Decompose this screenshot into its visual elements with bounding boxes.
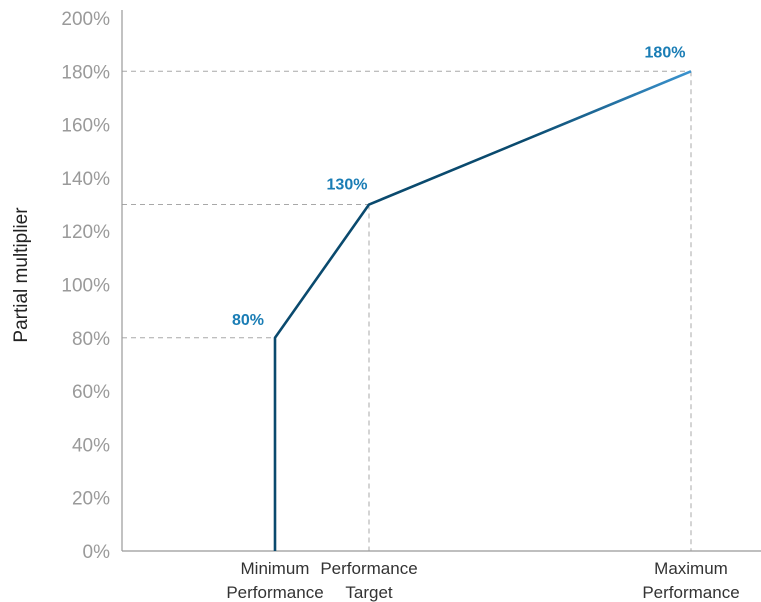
- axes: [121, 10, 761, 552]
- y-tick-label: 160%: [61, 116, 110, 137]
- y-tick-label: 140%: [61, 169, 110, 190]
- data-label: 130%: [327, 177, 368, 194]
- guide-lines: [122, 70, 692, 551]
- x-tick-label: Performance: [226, 583, 323, 602]
- y-tick-label: 60%: [72, 382, 110, 403]
- y-axis-title: Partial multiplier: [11, 207, 32, 343]
- y-tick-label: 180%: [61, 62, 110, 83]
- data-label: 180%: [645, 44, 686, 61]
- x-tick-label: Minimum: [241, 559, 310, 578]
- data-label: 80%: [232, 312, 264, 329]
- x-tick-label: Performance: [642, 583, 739, 602]
- data-labels: 80% 130% 180%: [232, 44, 686, 329]
- series-line: [273, 70, 692, 551]
- x-tick-labels: Minimum Performance Performance Target Maxim…: [226, 559, 739, 602]
- y-tick-label: 120%: [61, 222, 110, 243]
- y-tick-label: 40%: [72, 435, 110, 456]
- y-tick-label: 100%: [61, 276, 110, 297]
- y-tick-labels: 0% 20% 40% 60% 80% 100% 120% 140% 160% 180% 200%: [61, 9, 110, 563]
- y-tick-label: 0%: [83, 542, 111, 563]
- y-tick-label: 20%: [72, 489, 110, 510]
- y-tick-label: 80%: [72, 329, 110, 350]
- x-tick-label: Maximum: [654, 559, 728, 578]
- x-tick-label: Performance: [320, 559, 417, 578]
- y-tick-label: 200%: [61, 9, 110, 30]
- series-polyline: [273, 70, 692, 551]
- x-tick-label: Target: [345, 583, 393, 602]
